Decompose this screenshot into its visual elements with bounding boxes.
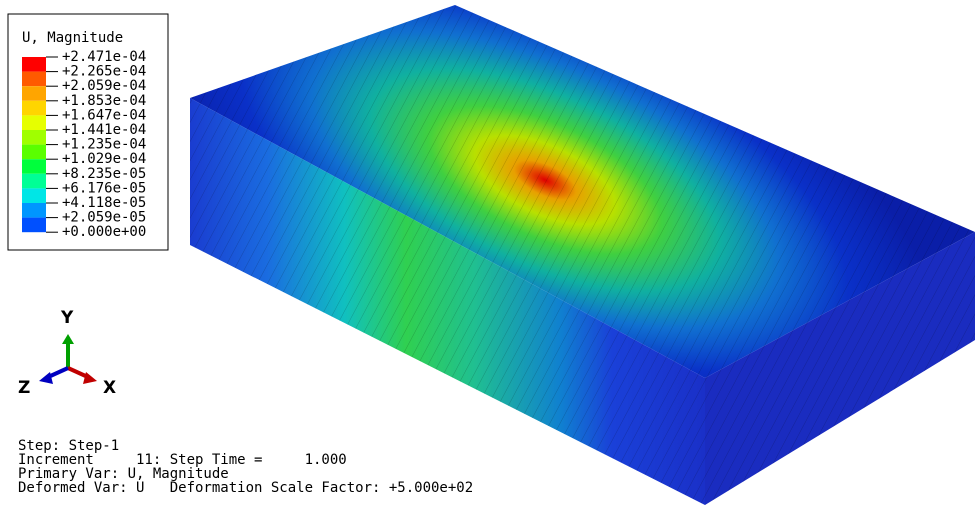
legend-label: +8.235e-05: [62, 166, 146, 182]
legend-label: +1.647e-04: [62, 107, 146, 123]
legend-swatch: [22, 159, 46, 174]
legend-swatch: [22, 174, 46, 189]
legend-label: +2.059e-04: [62, 78, 146, 94]
legend-title: U, Magnitude: [22, 30, 123, 46]
model: [190, 5, 975, 505]
legend-swatch: [22, 115, 46, 130]
axis-z: Z: [18, 378, 30, 398]
legend-swatch: [22, 101, 46, 116]
legend-label: +4.118e-05: [62, 195, 146, 211]
legend-swatch: [22, 145, 46, 160]
legend-label: +2.471e-04: [62, 49, 146, 65]
legend-label: +1.853e-04: [62, 93, 146, 109]
legend-swatch: [22, 57, 46, 72]
legend-label: +1.235e-04: [62, 137, 146, 153]
legend-swatch: [22, 203, 46, 218]
triad: Y Z X: [18, 308, 116, 398]
axis-y: Y: [60, 308, 74, 328]
info-line: Deformed Var: U Deformation Scale Factor…: [18, 480, 473, 496]
viewport: U, Magnitude +2.471e-04+2.265e-04+2.059e…: [0, 0, 975, 508]
legend-label: +2.059e-05: [62, 210, 146, 226]
legend-swatch: [22, 218, 46, 233]
legend-swatch: [22, 72, 46, 87]
legend: +2.471e-04+2.265e-04+2.059e-04+1.853e-04…: [22, 49, 146, 240]
legend-swatch: [22, 188, 46, 203]
legend-label: +1.029e-04: [62, 151, 146, 167]
legend-label: +0.000e+00: [62, 224, 146, 240]
legend-label: +1.441e-04: [62, 122, 146, 138]
legend-label: +2.265e-04: [62, 64, 146, 80]
legend-swatch: [22, 86, 46, 101]
axis-x: X: [103, 378, 116, 398]
legend-label: +6.176e-05: [62, 180, 146, 196]
legend-swatch: [22, 130, 46, 145]
